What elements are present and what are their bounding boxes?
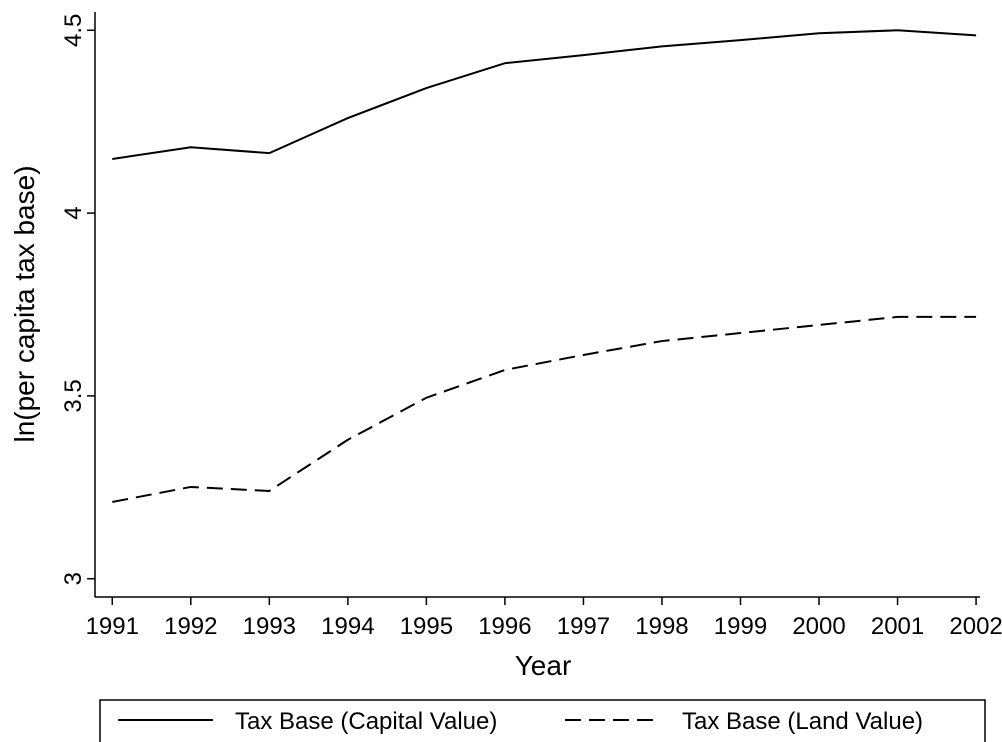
legend-label: Tax Base (Capital Value) bbox=[235, 708, 497, 735]
y-tick-label: 4 bbox=[60, 206, 87, 219]
x-tick-label: 1995 bbox=[400, 613, 453, 640]
x-tick-label: 2002 bbox=[949, 613, 1002, 640]
series-line bbox=[112, 29, 977, 160]
x-tick-label: 1998 bbox=[635, 613, 688, 640]
y-tick-label: 4.5 bbox=[60, 14, 87, 47]
x-tick-label: 1994 bbox=[321, 613, 374, 640]
x-tick-label: 1993 bbox=[243, 613, 296, 640]
y-tick-label: 3.5 bbox=[60, 379, 87, 412]
legend-box bbox=[99, 699, 986, 742]
x-tick-label: 1996 bbox=[478, 613, 531, 640]
x-axis-title: Year bbox=[515, 650, 572, 681]
x-tick-label: 1999 bbox=[714, 613, 767, 640]
series-line bbox=[112, 315, 977, 503]
x-tick-label: 2001 bbox=[871, 613, 924, 640]
x-tick-label: 1992 bbox=[164, 613, 217, 640]
y-axis-title: ln(per capita tax base) bbox=[9, 165, 40, 442]
x-tick-label: 1991 bbox=[86, 613, 139, 640]
legend-label: Tax Base (Land Value) bbox=[682, 708, 923, 735]
x-tick-label: 1997 bbox=[557, 613, 610, 640]
x-tick-label: 2000 bbox=[792, 613, 845, 640]
y-tick-label: 3 bbox=[60, 572, 87, 585]
